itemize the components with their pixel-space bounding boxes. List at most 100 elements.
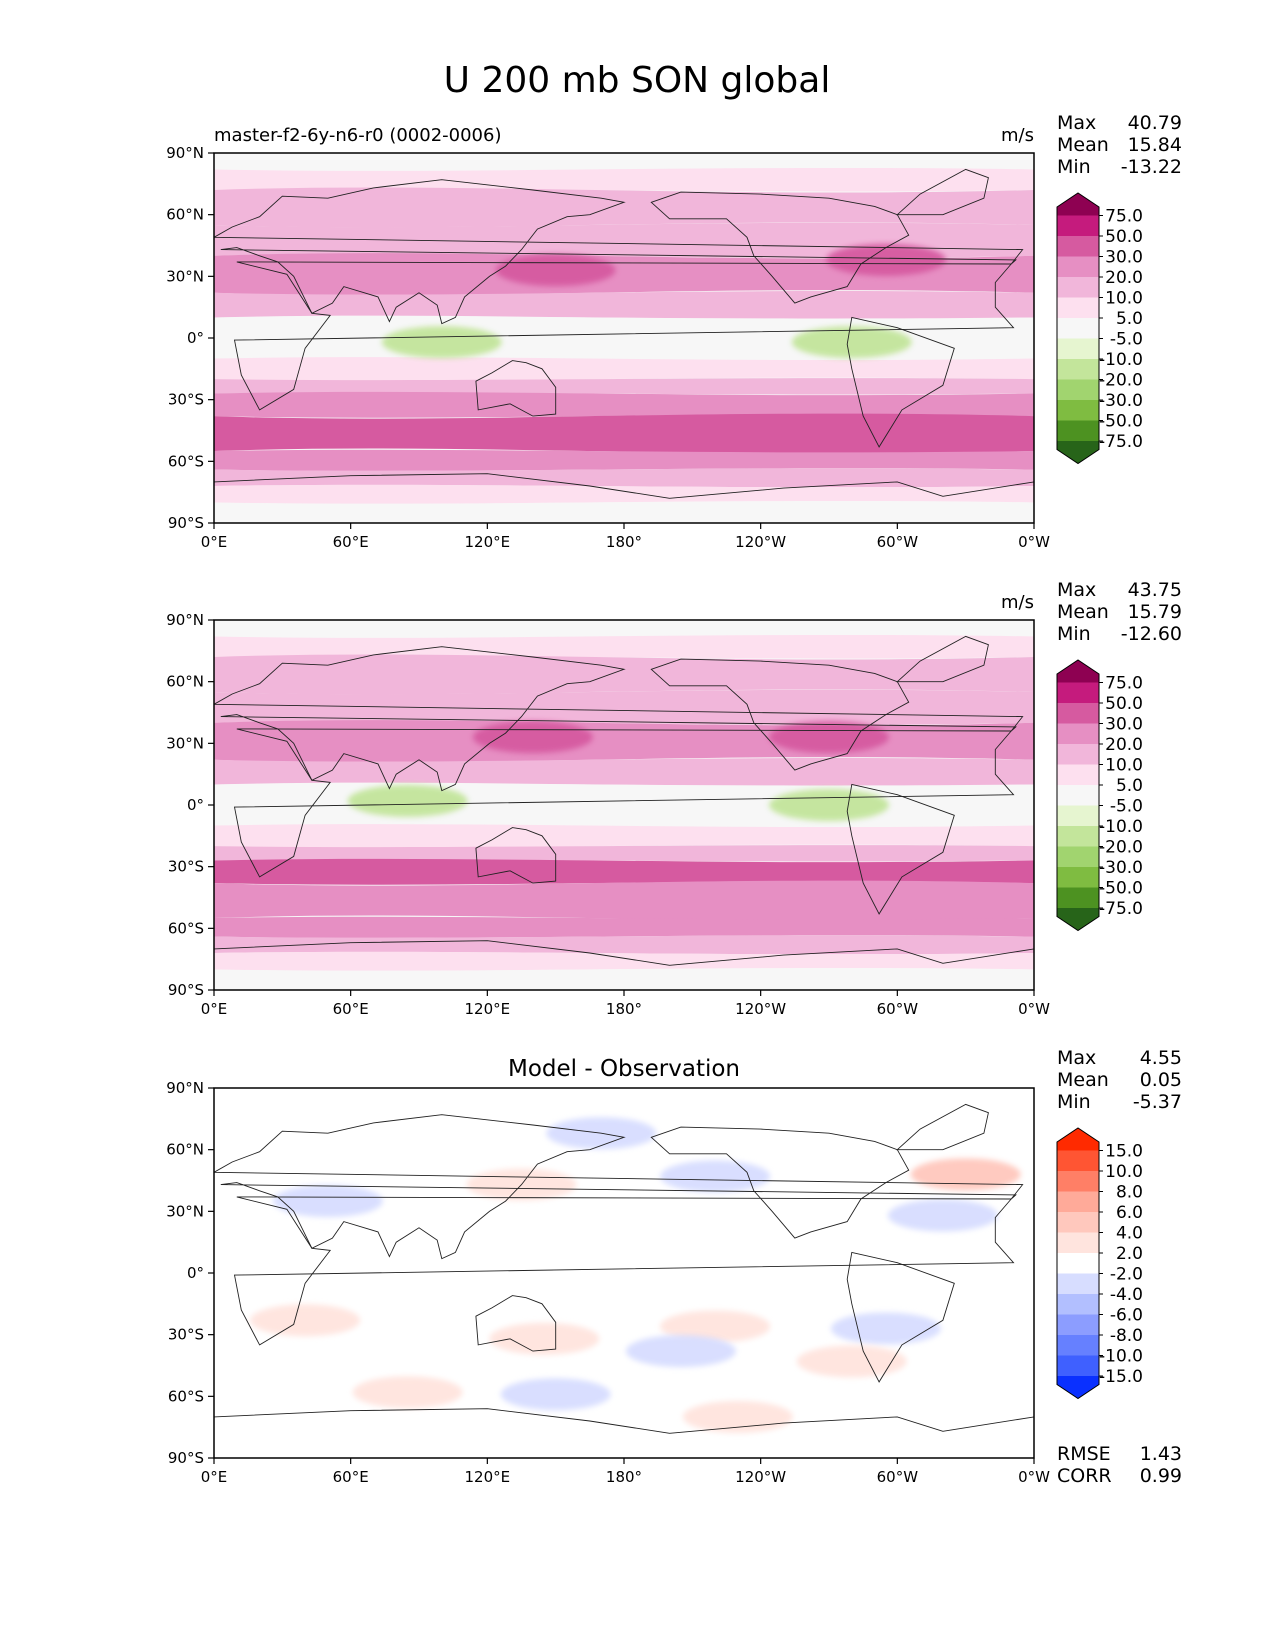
x-tick-label: 180° xyxy=(606,533,642,551)
stat-value: 15.84 xyxy=(1128,134,1182,156)
panel-units: m/s xyxy=(1001,592,1034,613)
colorbar-segment xyxy=(1057,1335,1099,1356)
colorbar-label: 75.0 xyxy=(1105,674,1143,694)
coastline xyxy=(846,783,955,915)
colorbar-label: -6.0 xyxy=(1110,1306,1143,1326)
x-tick-label: 120°E xyxy=(465,533,511,551)
coastline xyxy=(650,1126,910,1239)
colorbar-label: -30.0 xyxy=(1099,858,1143,878)
field-anomaly xyxy=(791,326,912,359)
colorbar-label: -50.0 xyxy=(1099,412,1143,432)
colorbar-segment xyxy=(1057,1355,1099,1377)
coastlines xyxy=(214,1103,1034,1458)
y-tick-label: 30°S xyxy=(168,1326,204,1344)
coastline xyxy=(846,316,955,448)
map-panel-model: 0°E 60°E 120°E 180° 120°W 60°W 0°W 90°N 60°N 30°N… xyxy=(166,112,1182,551)
colorbar-segment xyxy=(1057,400,1099,421)
colorbar-cap-top xyxy=(1057,660,1099,683)
map-panel-difference: 0°E 60°E 120°E 180° 120°W 60°W 0°W 90°N 60°N 30°N… xyxy=(166,1047,1182,1487)
colorbar-label: 20.0 xyxy=(1105,735,1143,755)
stat-label: Max xyxy=(1057,579,1096,601)
colorbar-segment xyxy=(1057,1253,1099,1274)
field-anomaly xyxy=(352,1376,463,1409)
y-tick-label: 90°N xyxy=(166,611,204,629)
colorbar-segment xyxy=(1057,682,1099,704)
coastline xyxy=(475,1295,557,1352)
colorbar-segment xyxy=(1057,359,1099,380)
field-band xyxy=(214,391,1034,418)
colorbar: 75.050.030.020.010.05.0-5.0-10.0-20.0-30… xyxy=(1056,192,1143,465)
colorbar-segment xyxy=(1057,1191,1099,1213)
field-anomaly xyxy=(660,1310,771,1343)
coastline xyxy=(214,179,1024,325)
metric-value: 0.99 xyxy=(1140,1465,1182,1487)
stat-label: Max xyxy=(1057,112,1096,134)
y-tick-label: 90°S xyxy=(168,1449,204,1467)
x-tick-label: 180° xyxy=(606,1468,642,1486)
stat-label: Max xyxy=(1057,1047,1096,1069)
coastline xyxy=(233,728,1015,878)
colorbar-segment xyxy=(1057,1273,1099,1295)
colorbar-label: 6.0 xyxy=(1116,1203,1143,1223)
field-anomaly xyxy=(347,784,468,817)
field-band xyxy=(214,967,1034,990)
x-tick-label: 120°E xyxy=(465,1468,511,1486)
x-tick-label: 120°W xyxy=(735,533,786,551)
colorbar-cap-bottom xyxy=(1057,441,1099,464)
colorbar-segment xyxy=(1057,256,1099,278)
colorbar-outline xyxy=(1056,192,1100,465)
x-tick-label: 120°W xyxy=(735,1000,786,1018)
field-anomaly xyxy=(250,1304,361,1337)
x-tick-label: 120°W xyxy=(735,1468,786,1486)
colorbar-label: 10.0 xyxy=(1105,756,1143,776)
y-tick-label: 0° xyxy=(187,329,204,347)
field-band xyxy=(214,357,1034,381)
y-tick-label: 0° xyxy=(187,1264,204,1282)
field-anomaly xyxy=(887,1199,998,1232)
colorbar-segment xyxy=(1057,764,1099,786)
colorbar-label: 75.0 xyxy=(1105,207,1143,227)
panel-left-title: master-f2-6y-n6-r0 (0002-0006) xyxy=(214,125,501,146)
field-anomaly xyxy=(825,243,946,276)
colorbar-segment xyxy=(1057,338,1099,360)
field-anomaly xyxy=(500,1378,611,1411)
colorbar: 15.010.08.06.04.02.0-2.0-4.0-6.0-8.0-10.… xyxy=(1056,1127,1143,1400)
metric-value: 1.43 xyxy=(1140,1443,1182,1465)
y-tick-label: 90°S xyxy=(168,514,204,532)
colorbar-label: -10.0 xyxy=(1099,1347,1143,1367)
field-band xyxy=(214,880,1034,921)
colorbar-label: -5.0 xyxy=(1110,330,1143,350)
colorbar-label: -50.0 xyxy=(1099,879,1143,899)
coastline xyxy=(650,658,910,771)
panel-units: m/s xyxy=(1001,125,1034,146)
colorbar-segment xyxy=(1057,703,1099,724)
colorbar-label: 20.0 xyxy=(1105,268,1143,288)
y-tick-label: 30°N xyxy=(166,267,204,285)
field-band xyxy=(214,290,1034,320)
colorbar-segment xyxy=(1057,1150,1099,1172)
field-band xyxy=(214,757,1034,787)
colorbar-outline xyxy=(1056,659,1100,932)
coastline xyxy=(214,473,1034,523)
field-band xyxy=(214,824,1034,848)
field-band xyxy=(214,153,1034,171)
colorbar-label: -2.0 xyxy=(1110,1265,1143,1285)
x-tick-label: 0°W xyxy=(1018,533,1050,551)
field-band xyxy=(214,484,1034,504)
field-anomaly xyxy=(660,1160,771,1193)
x-tick-label: 60°W xyxy=(877,533,919,551)
field-anomaly xyxy=(796,1345,907,1378)
colorbar-cap-bottom xyxy=(1057,908,1099,931)
colorbar-segment xyxy=(1057,318,1099,339)
y-tick-label: 90°S xyxy=(168,981,204,999)
colorbar-label: 10.0 xyxy=(1105,1162,1143,1182)
field-band xyxy=(214,187,1034,228)
field-anomaly xyxy=(381,326,502,359)
y-tick-label: 90°N xyxy=(166,144,204,162)
x-tick-label: 60°E xyxy=(333,533,369,551)
field-band xyxy=(214,951,1034,971)
colorbar-segment xyxy=(1057,420,1099,442)
stat-value: -12.60 xyxy=(1121,623,1182,645)
field-band xyxy=(214,796,1034,828)
coastline xyxy=(214,1408,1034,1458)
